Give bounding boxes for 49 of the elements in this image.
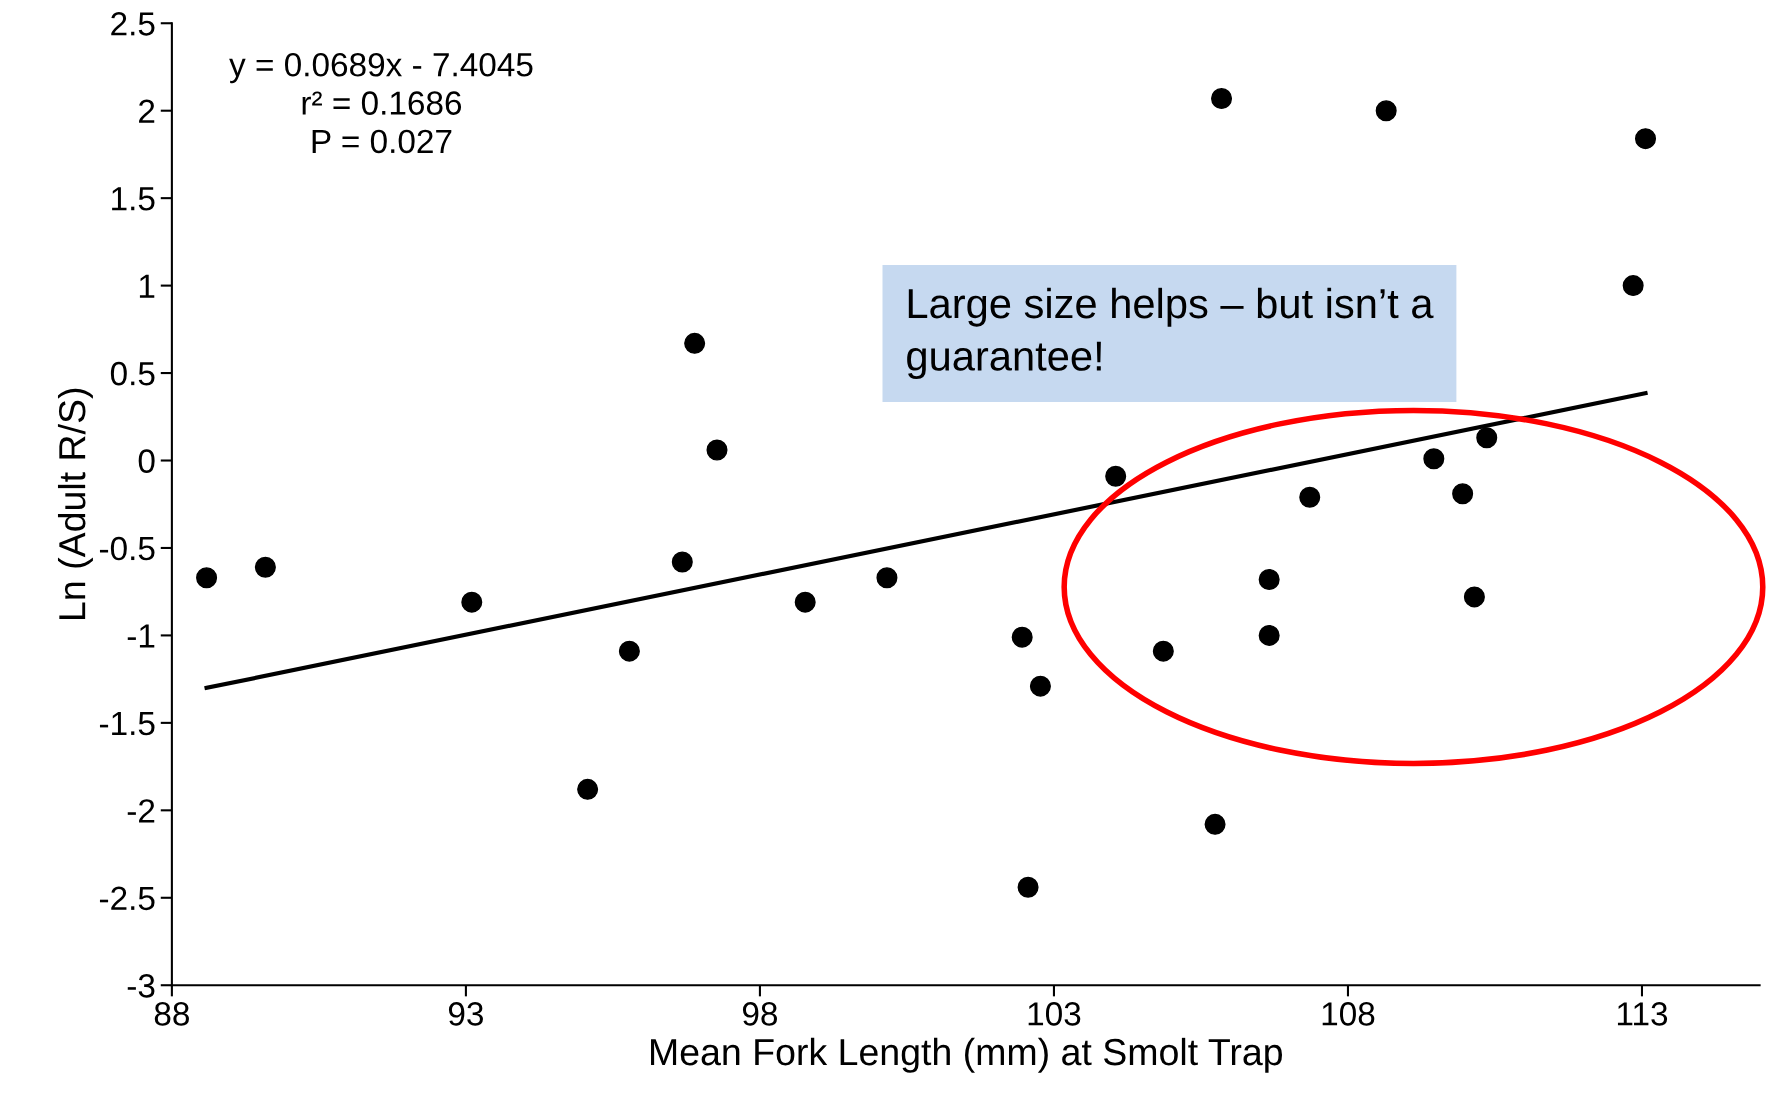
- y-tick-label: -1.5: [99, 712, 155, 736]
- point: [1017, 876, 1039, 898]
- y-tick-label: 0.5: [110, 361, 155, 386]
- y-axis-title: Ln (Adult R/S): [57, 388, 93, 619]
- point: [461, 591, 483, 613]
- point: [577, 778, 599, 800]
- point: [1463, 586, 1485, 608]
- point: [1258, 624, 1280, 646]
- point: [671, 551, 693, 573]
- annotation: Large size helps – but isn’t a guarantee!: [907, 287, 1434, 380]
- y-tick-label: -0.5: [99, 536, 155, 561]
- point: [1258, 568, 1280, 590]
- y-tick-label: 2: [139, 99, 155, 123]
- x-tick-label: 88: [154, 1002, 189, 1026]
- point: [196, 567, 218, 589]
- x-tick-label: 103: [1028, 1002, 1081, 1026]
- point: [1011, 626, 1033, 648]
- point: [706, 439, 728, 461]
- point: [1204, 813, 1226, 835]
- point: [1105, 465, 1127, 487]
- y-tick-label: 1: [139, 274, 155, 298]
- x-tick-label: 98: [742, 1002, 778, 1026]
- y-tick-label: 0: [138, 449, 155, 473]
- point: [1423, 448, 1445, 470]
- point: [1634, 128, 1657, 150]
- point: [1476, 427, 1498, 449]
- point: [876, 567, 898, 589]
- y-tick-label: -2: [127, 799, 155, 823]
- point: [1452, 483, 1474, 505]
- y-tick-label: 2.5: [111, 12, 155, 36]
- point: [1375, 100, 1397, 122]
- point: [1299, 486, 1321, 508]
- point: [1152, 640, 1174, 662]
- y-tick-label: -2.5: [99, 886, 155, 911]
- point: [1622, 275, 1644, 297]
- point: [684, 332, 706, 354]
- point: [618, 640, 640, 662]
- x-tick-label: 108: [1322, 1002, 1375, 1026]
- x-tick-label: 93: [448, 1002, 483, 1026]
- y-tick-label: -1: [127, 624, 155, 648]
- x-axis-title: Mean Fork Length (mm) at Smolt Trap: [651, 1037, 1283, 1073]
- y-tick-label: 1.5: [112, 187, 155, 211]
- annotation: y = 0.0689x - 7.4045 r² = 0.1686 P = 0.027: [229, 52, 533, 154]
- point: [1211, 87, 1233, 109]
- point: [794, 591, 816, 613]
- x-tick-label: 113: [1617, 1002, 1668, 1026]
- point: [1029, 675, 1051, 697]
- point: [254, 556, 276, 578]
- y-tick-label: -3: [127, 974, 155, 998]
